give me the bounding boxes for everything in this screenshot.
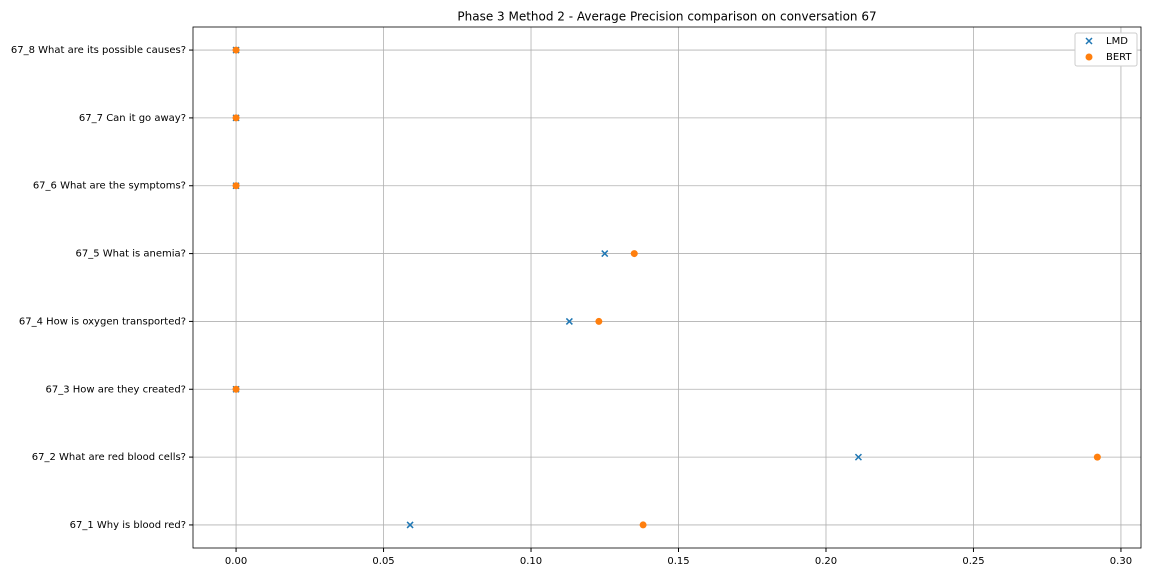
- point: [595, 317, 603, 325]
- point: [406, 521, 414, 529]
- x-tick-label: 0.20: [815, 556, 837, 567]
- point: [854, 453, 862, 461]
- y-tick-label: 67_6 What are the symptoms?: [33, 181, 186, 192]
- point: [565, 317, 573, 325]
- legend-label: LMD: [1106, 36, 1128, 47]
- point: [232, 385, 240, 393]
- point: [639, 521, 647, 529]
- chart-title: Phase 3 Method 2 - Average Precision com…: [457, 10, 876, 24]
- legend-marker: [1085, 53, 1093, 61]
- plot-frame: [192, 26, 1142, 549]
- point: [630, 250, 638, 258]
- y-tick-label: 67_2 What are red blood cells?: [32, 452, 186, 463]
- point: [601, 250, 609, 258]
- y-tick-label: 67_4 How is oxygen transported?: [19, 316, 186, 327]
- point: [232, 182, 240, 190]
- x-tick-label: 0.25: [962, 556, 984, 567]
- y-tick-label: 67_1 Why is blood red?: [70, 520, 186, 531]
- legend-item: BERT: [1085, 52, 1132, 63]
- legend-item: LMD: [1085, 36, 1128, 47]
- point: [232, 46, 240, 54]
- y-tick-label: 67_3 How are they created?: [45, 384, 186, 395]
- x-tick-label: 0.05: [372, 556, 394, 567]
- x-tick-label: 0.10: [520, 556, 542, 567]
- point: [1093, 453, 1101, 461]
- y-tick-label: 67_7 Can it go away?: [79, 113, 186, 124]
- x-tick-label: 0.30: [1110, 556, 1132, 567]
- y-tick-label: 67_8 What are its possible causes?: [11, 45, 186, 56]
- legend-marker: [1085, 37, 1093, 45]
- x-tick-label: 0.00: [225, 556, 247, 567]
- x-tick-label: 0.15: [667, 556, 689, 567]
- point: [232, 114, 240, 122]
- y-tick-label: 67_5 What is anemia?: [76, 249, 186, 260]
- legend-label: BERT: [1106, 52, 1132, 63]
